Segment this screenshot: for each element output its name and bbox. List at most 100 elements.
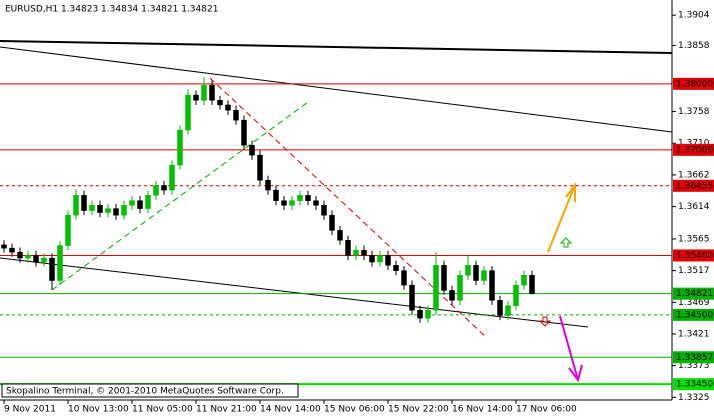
candle-body bbox=[201, 84, 207, 101]
candle-body bbox=[457, 274, 463, 301]
y-tick-label: 1.3662 bbox=[678, 170, 710, 180]
x-tick-label: 17 Nov 06:00 bbox=[516, 405, 577, 415]
trend-line bbox=[0, 257, 589, 328]
level-label-box bbox=[673, 143, 714, 156]
x-tick-label: 15 Nov 22:00 bbox=[388, 405, 449, 415]
level-label: 1.38000 bbox=[676, 79, 713, 89]
candle-body bbox=[313, 200, 319, 206]
level-label-box bbox=[673, 351, 714, 364]
candle-body bbox=[73, 195, 79, 216]
candle-body bbox=[401, 270, 407, 286]
candle-body bbox=[81, 195, 87, 211]
candle-body bbox=[241, 119, 247, 146]
candle-body bbox=[105, 208, 111, 213]
level-label: 1.35400 bbox=[676, 251, 713, 261]
y-tick-label: 1.3858 bbox=[678, 41, 710, 51]
candle-body bbox=[281, 200, 287, 206]
x-tick-label: 15 Nov 06:00 bbox=[324, 405, 385, 415]
candle-body bbox=[289, 200, 295, 206]
candle-body bbox=[177, 129, 183, 166]
y-tick-label: 1.3565 bbox=[678, 234, 710, 244]
candle-body bbox=[265, 179, 271, 191]
candle-body bbox=[369, 255, 375, 263]
candle-body bbox=[137, 200, 143, 209]
candle-body bbox=[321, 205, 327, 216]
level-label: 1.34821 bbox=[676, 289, 713, 299]
candles bbox=[1, 77, 535, 323]
trend-line bbox=[209, 77, 488, 339]
x-tick-label: 9 Nov 2011 bbox=[4, 405, 56, 415]
y-tick-label: 1.3517 bbox=[678, 266, 710, 276]
x-tick-label: 14 Nov 14:00 bbox=[260, 405, 321, 415]
candle-body bbox=[49, 257, 55, 281]
x-tick-label: 10 Nov 13:00 bbox=[68, 405, 129, 415]
candle-body bbox=[361, 249, 367, 256]
candle-body bbox=[1, 244, 7, 249]
level-label-box bbox=[673, 77, 714, 90]
candle-body bbox=[89, 205, 95, 211]
candle-body bbox=[377, 255, 383, 263]
down-arrow-icon bbox=[538, 316, 552, 327]
y-tick-label: 1.3469 bbox=[678, 298, 710, 308]
candle-body bbox=[481, 270, 487, 281]
candle-body bbox=[393, 265, 399, 271]
drawings bbox=[0, 40, 673, 383]
level-label-box bbox=[673, 179, 714, 192]
level-label: 1.36455 bbox=[676, 181, 713, 191]
y-tick-label: 1.3710 bbox=[678, 139, 710, 149]
candle-body bbox=[297, 195, 303, 201]
level-label-box bbox=[673, 287, 714, 300]
candle-body bbox=[113, 208, 119, 216]
candle-body bbox=[489, 270, 495, 301]
y-tick-label: 1.3373 bbox=[678, 361, 710, 371]
trend-line bbox=[51, 101, 309, 291]
candle-body bbox=[193, 94, 199, 101]
candle-body bbox=[305, 195, 311, 201]
candle-body bbox=[25, 255, 31, 259]
candle-body bbox=[145, 195, 151, 209]
candle-body bbox=[441, 265, 447, 291]
candle-body bbox=[209, 84, 215, 101]
candle-body bbox=[409, 284, 415, 311]
candle-body bbox=[521, 274, 527, 286]
y-tick-label: 1.3904 bbox=[678, 11, 710, 21]
candle-body bbox=[505, 305, 511, 316]
candle-body bbox=[433, 265, 439, 311]
candle-body bbox=[497, 300, 503, 316]
candle-body bbox=[185, 94, 191, 131]
candle-body bbox=[129, 200, 135, 206]
y-tick-label: 1.3758 bbox=[678, 107, 710, 117]
y-tick-label: 1.3325 bbox=[678, 393, 710, 403]
footer-box bbox=[1, 383, 299, 398]
candle-body bbox=[225, 104, 231, 111]
candle-body bbox=[17, 251, 23, 259]
candle-body bbox=[249, 144, 255, 156]
candle-body bbox=[425, 309, 431, 319]
footer: Skopalino Terminal, © 2001-2010 MetaQuot… bbox=[6, 387, 284, 397]
level-label: 1.37000 bbox=[676, 145, 713, 155]
candle-body bbox=[153, 185, 159, 196]
candle-body bbox=[217, 100, 223, 106]
arrow bbox=[565, 182, 576, 202]
candle-body bbox=[257, 154, 263, 181]
up-arrow-icon bbox=[559, 237, 573, 248]
candle-body bbox=[121, 205, 127, 216]
candle-body bbox=[65, 214, 71, 246]
y-tick-label: 1.3614 bbox=[678, 202, 710, 212]
candle-body bbox=[41, 257, 47, 263]
candle-body bbox=[465, 265, 471, 276]
candle-body bbox=[473, 265, 479, 281]
candle-body bbox=[57, 245, 63, 281]
trend-line bbox=[0, 46, 673, 133]
level-label-box bbox=[673, 249, 714, 262]
x-tick-label: 11 Nov 05:00 bbox=[132, 405, 193, 415]
arrow bbox=[547, 184, 576, 253]
y-tick-label: 1.3421 bbox=[678, 329, 710, 339]
candle-body bbox=[353, 249, 359, 256]
candle-body bbox=[449, 290, 455, 301]
candle-body bbox=[161, 185, 167, 191]
candle-body bbox=[9, 247, 15, 253]
candle-body bbox=[513, 284, 519, 306]
